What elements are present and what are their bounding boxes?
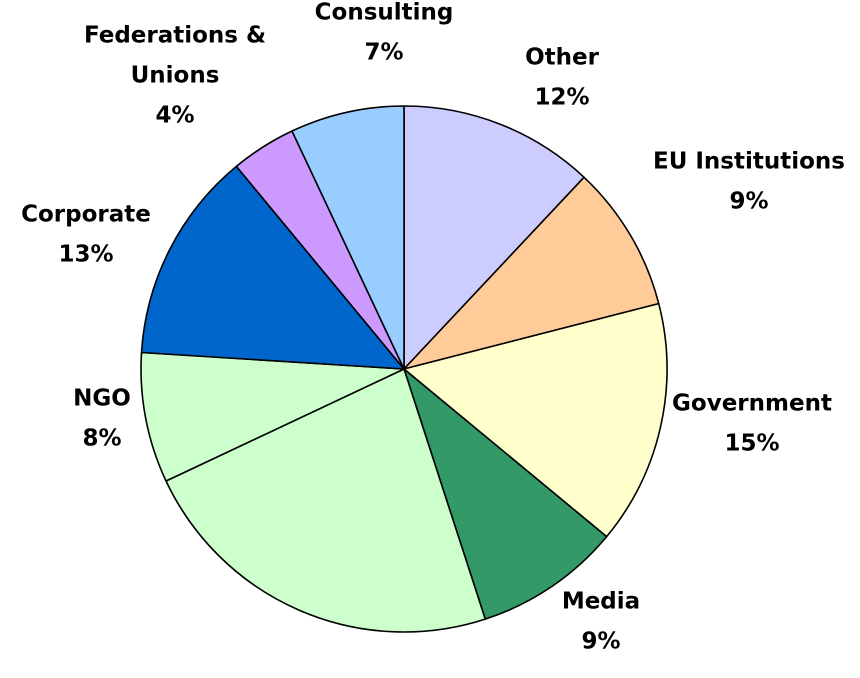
pie-label-federations-unions: Federations & Unions 4% (84, 23, 266, 129)
pie-label-name: NGO (73, 386, 131, 412)
pie-label-percent: 9% (729, 189, 768, 215)
pie-slices (140, 105, 668, 633)
pie-label-consulting: Consulting 7% (315, 0, 454, 66)
pie-slice-ngo (140, 351, 405, 482)
pie-label-percent: 15% (724, 431, 779, 457)
pie-label-name: Consulting (315, 0, 454, 26)
pie-slice-corporate (140, 165, 405, 370)
pie-label-percent: 7% (364, 40, 403, 66)
pie-slice-consulting (291, 105, 405, 370)
pie-label-corporate: Corporate 13% (21, 202, 151, 268)
pie-label-name: Government (672, 391, 832, 417)
pie-labels: Other 12% EU Institutions 9% Government 15% Me… (21, 0, 845, 655)
pie-label-name: Corporate (21, 202, 151, 228)
pie-label-percent: 4% (155, 103, 194, 129)
pie-slice-unlabeled (165, 368, 487, 633)
pie-label-eu-institutions: EU Institutions 9% (653, 149, 845, 215)
pie-slice-eu-institutions (403, 176, 660, 370)
pie-label-percent: 9% (581, 629, 620, 655)
pie-label-name: Unions (131, 63, 220, 89)
pie-label-other: Other 12% (525, 45, 600, 111)
pie-label-ngo: NGO 8% (73, 386, 131, 452)
pie-label-percent: 13% (58, 242, 113, 268)
pie-label-name: Other (525, 45, 600, 71)
pie-label-name: Media (562, 589, 640, 615)
pie-label-name: EU Institutions (653, 149, 845, 175)
pie-label-percent: 12% (534, 85, 589, 111)
pie-slice-government (403, 302, 668, 538)
pie-slice-other (403, 105, 585, 370)
pie-label-percent: 8% (82, 426, 121, 452)
pie-label-name: Federations & (84, 23, 266, 49)
pie-label-media: Media 9% (562, 589, 640, 655)
pie-label-government: Government 15% (672, 391, 832, 457)
pie-slice-media (403, 368, 608, 620)
